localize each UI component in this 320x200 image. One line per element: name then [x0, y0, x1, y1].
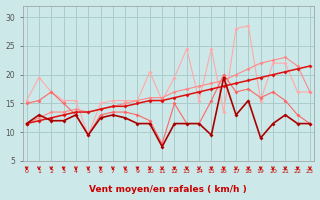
X-axis label: Vent moyen/en rafales ( km/h ): Vent moyen/en rafales ( km/h ) — [89, 185, 247, 194]
